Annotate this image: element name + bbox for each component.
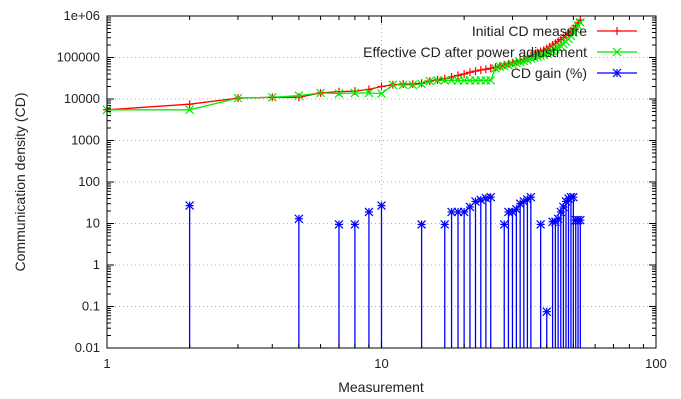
cd-gain-point: [542, 307, 552, 317]
effective-cd-after-power-adjustment-point: [575, 18, 585, 27]
y-tick-label: 0.1: [82, 299, 100, 314]
cd-gain-point: [526, 192, 536, 202]
cd-gain-point: [504, 207, 513, 217]
initial-cd-measure-point: [294, 93, 303, 102]
effective-cd-after-power-adjustment-point: [350, 88, 360, 98]
axis-ticks: 0.01 0.1 1 10 100 1000 10000 100000 1e+06 1 10 100: [57, 8, 667, 371]
effective-cd-after-power-adjustment-point: [425, 76, 435, 86]
effective-cd-after-power-adjustment-point: [334, 89, 344, 99]
effective-cd-after-power-adjustment-point: [377, 89, 386, 99]
effective-cd-after-power-adjustment-point: [417, 79, 427, 89]
effective-cd-after-power-adjustment-point: [433, 76, 442, 85]
cd-gain-point: [185, 201, 195, 211]
cd-gain-point: [447, 207, 456, 217]
series-markers: [102, 16, 585, 317]
effective-cd-after-power-adjustment-point: [486, 76, 496, 85]
cd-gain-point: [536, 220, 546, 229]
cd-gain-point: [553, 214, 563, 224]
y-tick-label: 0.01: [75, 340, 100, 355]
cd-gain-point: [377, 201, 386, 211]
y-tick-label: 100000: [57, 50, 100, 65]
effective-cd-after-power-adjustment-point: [529, 53, 539, 62]
cd-gain-point: [350, 220, 360, 229]
effective-cd-after-power-adjustment-point: [398, 80, 408, 90]
effective-cd-after-power-adjustment-point: [267, 92, 277, 102]
effective-cd-after-power-adjustment-point: [440, 76, 450, 85]
initial-cd-measure-point: [377, 82, 386, 91]
effective-cd-after-power-adjustment-point: [536, 51, 546, 61]
cd-gain-point: [294, 214, 304, 224]
effective-cd-after-power-adjustment-point: [447, 76, 456, 85]
effective-cd-after-power-adjustment-point: [545, 47, 555, 57]
effective-cd-after-power-adjustment-point: [185, 105, 195, 115]
cd-gain-point: [417, 220, 427, 229]
cd-gain-point: [499, 220, 509, 229]
initial-cd-measure-point: [185, 100, 194, 109]
initial-cd-measure-point: [491, 63, 500, 72]
legend-label: CD gain (%): [511, 65, 587, 81]
cd-gain-point: [440, 220, 450, 229]
legend-label: Initial CD measure: [472, 23, 587, 39]
y-tick-label: 100: [78, 174, 100, 189]
initial-cd-measure-point: [481, 65, 490, 74]
legend: Initial CD measure Effective CD after pow…: [363, 23, 637, 81]
x-tick-label: 100: [645, 356, 667, 371]
effective-cd-after-power-adjustment-point: [553, 42, 563, 52]
x-tick-label: 1: [103, 356, 110, 371]
cd-gain-point: [364, 207, 374, 217]
initial-cd-measure-point: [476, 65, 485, 74]
x-tick-label: 10: [374, 356, 388, 371]
effective-cd-after-power-adjustment-point: [542, 49, 552, 58]
initial-cd-measure-point: [508, 58, 517, 67]
cd-gain-point: [486, 192, 496, 202]
legend-marker: [613, 27, 621, 35]
legend-marker: [612, 47, 622, 57]
cd-gain-point: [334, 220, 344, 229]
cd-gain-point: [568, 192, 578, 202]
y-tick-label: 1: [93, 257, 100, 272]
impulse-lines: [188, 197, 581, 348]
effective-cd-after-power-adjustment-point: [364, 88, 374, 98]
y-tick-label: 10: [86, 216, 100, 231]
legend-label: Effective CD after power adjustment: [363, 44, 587, 60]
initial-cd-measure-point: [486, 64, 495, 73]
y-tick-label: 1000: [71, 133, 100, 148]
legend-marker: [612, 68, 622, 78]
x-axis-label: Measurement: [338, 379, 424, 395]
initial-cd-measure-point: [454, 71, 463, 80]
effective-cd-after-power-adjustment-point: [294, 91, 304, 101]
initial-cd-measure-point: [460, 70, 469, 79]
cd-gain-point: [459, 207, 469, 217]
effective-cd-after-power-adjustment-point: [233, 93, 243, 103]
cd-gain-point: [575, 215, 585, 225]
y-tick-label: 10000: [64, 91, 100, 106]
effective-cd-after-power-adjustment-point: [408, 80, 418, 90]
effective-cd-after-power-adjustment-point: [388, 80, 398, 90]
initial-cd-measure-point: [471, 67, 480, 76]
cd-gain-point: [511, 204, 521, 214]
effective-cd-after-power-adjustment-point: [316, 88, 326, 98]
effective-cd-after-power-adjustment-point: [526, 54, 536, 63]
y-tick-label: 1e+06: [63, 8, 100, 23]
cd-gain-point: [515, 199, 525, 209]
initial-cd-measure-point: [465, 68, 474, 77]
y-axis-label: Communication density (CD): [12, 93, 28, 272]
cd-gain-point: [471, 197, 480, 206]
effective-cd-after-power-adjustment-point: [550, 44, 560, 54]
